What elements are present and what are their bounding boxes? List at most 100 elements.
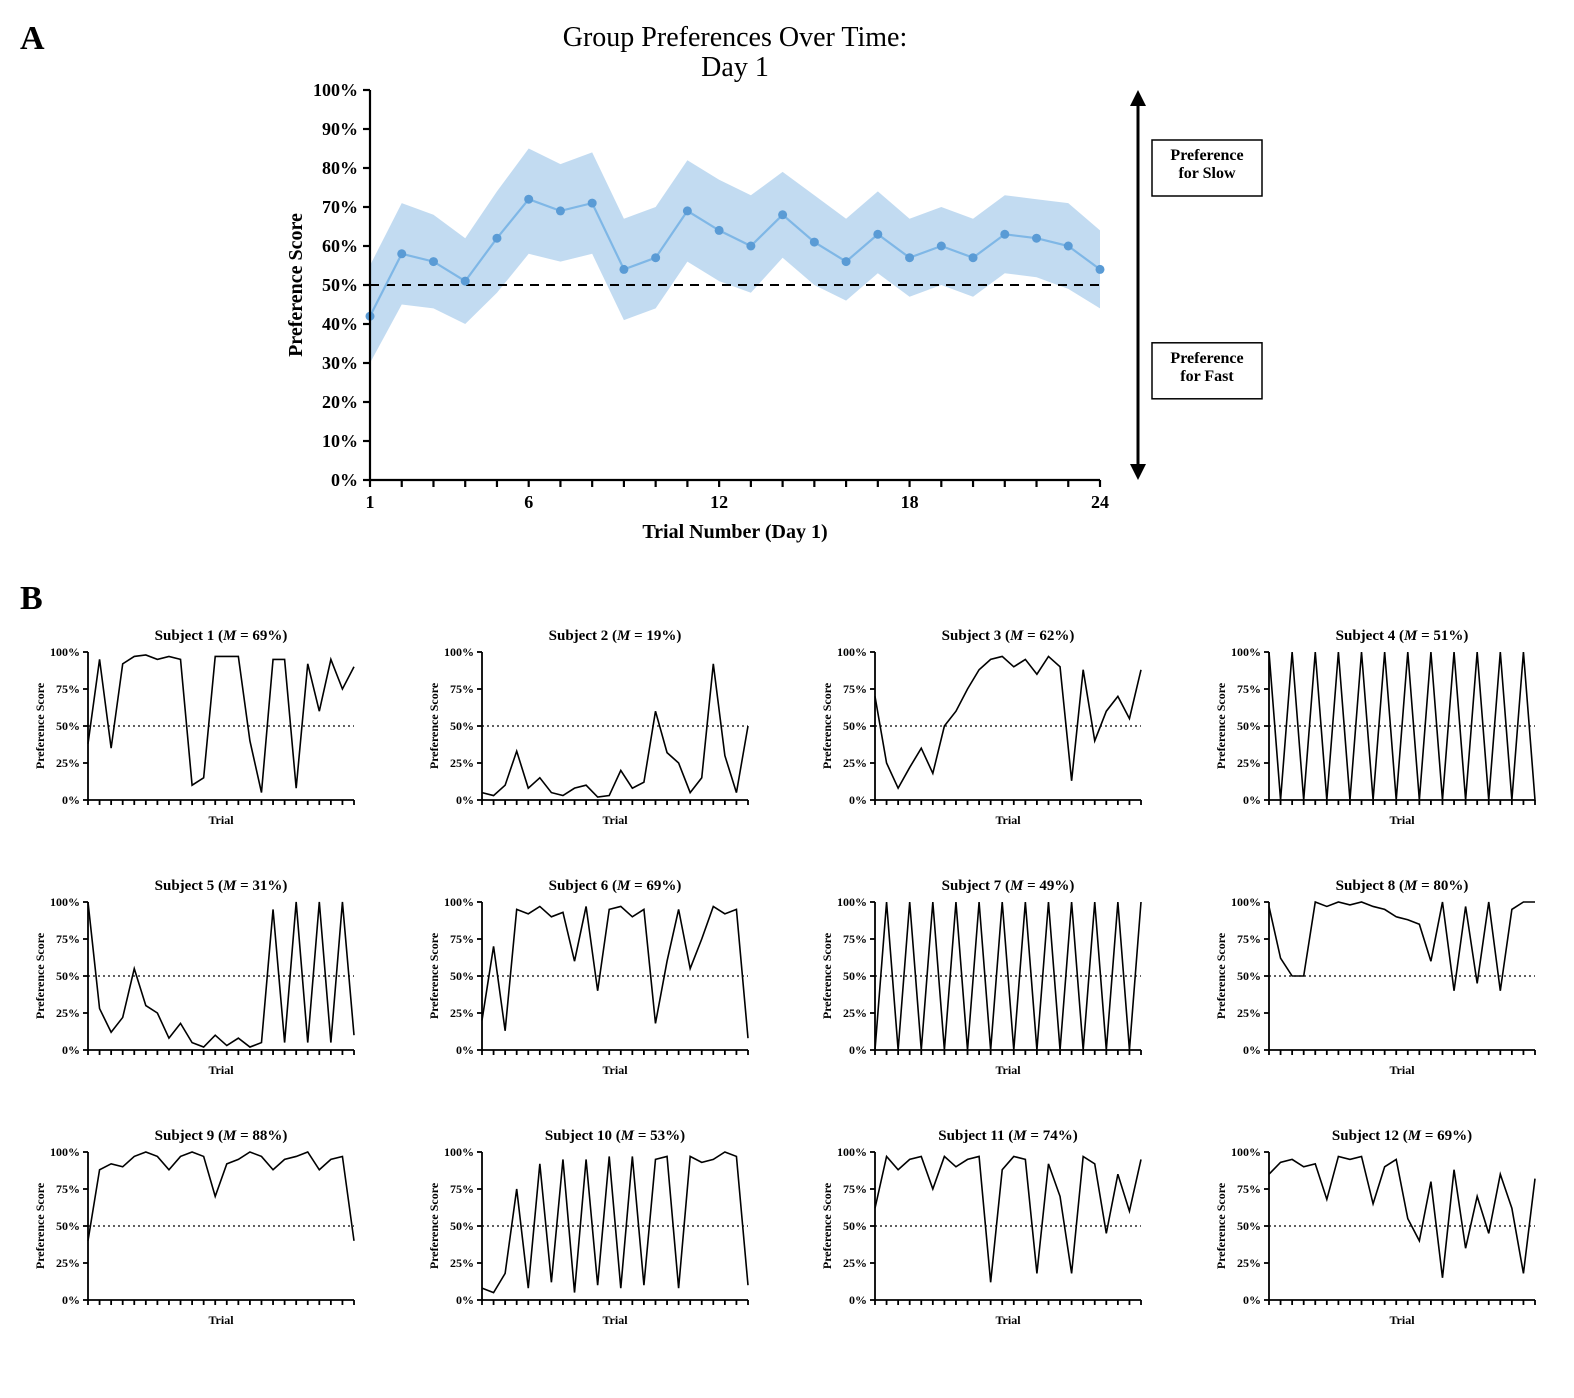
svg-text:for Fast: for Fast (1180, 368, 1234, 385)
subject-10-chart: Subject 10 (M = 53%)0%25%50%75%100%Trial… (424, 1124, 754, 1334)
svg-text:25%: 25% (1237, 1256, 1261, 1270)
svg-text:Trial: Trial (602, 1313, 628, 1327)
svg-text:Trial Number (Day 1): Trial Number (Day 1) (642, 521, 827, 543)
svg-text:75%: 75% (1237, 932, 1261, 946)
svg-text:Preference Score: Preference Score (1214, 932, 1228, 1019)
svg-text:Trial: Trial (1389, 1313, 1415, 1327)
svg-text:50%: 50% (843, 1219, 867, 1233)
svg-text:Subject 6 (M = 69%): Subject 6 (M = 69%) (548, 878, 681, 894)
svg-text:100%: 100% (444, 1145, 474, 1159)
svg-text:0%: 0% (1243, 1293, 1261, 1307)
svg-text:0%: 0% (456, 1043, 474, 1057)
svg-text:0%: 0% (849, 1293, 867, 1307)
subject-2-chart: Subject 2 (M = 19%)0%25%50%75%100%TrialP… (424, 624, 754, 834)
subject-9-chart: Subject 9 (M = 88%)0%25%50%75%100%TrialP… (30, 1124, 360, 1334)
svg-text:25%: 25% (56, 1006, 80, 1020)
subject-5-chart: Subject 5 (M = 31%)0%25%50%75%100%TrialP… (30, 874, 360, 1084)
chart-a-container: Group Preferences Over Time:Day 10%10%20… (280, 20, 1300, 550)
panel-b: B Subject 1 (M = 69%)0%25%50%75%100%Tria… (20, 580, 1554, 1334)
svg-text:Trial: Trial (995, 1313, 1021, 1327)
svg-text:Preference Score: Preference Score (33, 682, 47, 769)
svg-text:50%: 50% (322, 275, 358, 295)
svg-text:100%: 100% (50, 1145, 80, 1159)
svg-text:for Slow: for Slow (1178, 165, 1235, 182)
svg-text:100%: 100% (837, 1145, 867, 1159)
svg-text:20%: 20% (322, 392, 358, 412)
svg-text:0%: 0% (456, 1293, 474, 1307)
svg-text:Preference Score: Preference Score (33, 1182, 47, 1269)
svg-text:75%: 75% (843, 1182, 867, 1196)
svg-text:0%: 0% (62, 1293, 80, 1307)
svg-text:75%: 75% (450, 932, 474, 946)
svg-text:50%: 50% (56, 719, 80, 733)
svg-text:75%: 75% (843, 932, 867, 946)
svg-text:Subject 8 (M = 80%): Subject 8 (M = 80%) (1335, 878, 1468, 894)
svg-text:Trial: Trial (1389, 1063, 1415, 1077)
svg-text:50%: 50% (843, 719, 867, 733)
svg-text:50%: 50% (1237, 969, 1261, 983)
group-preference-chart: Group Preferences Over Time:Day 10%10%20… (280, 20, 1300, 550)
svg-text:75%: 75% (843, 682, 867, 696)
subject-12-chart: Subject 12 (M = 69%)0%25%50%75%100%Trial… (1211, 1124, 1541, 1334)
svg-text:50%: 50% (1237, 1219, 1261, 1233)
svg-text:Subject 5 (M = 31%): Subject 5 (M = 31%) (155, 878, 288, 894)
svg-text:Preference Score: Preference Score (820, 682, 834, 769)
svg-text:10%: 10% (322, 431, 358, 451)
svg-text:80%: 80% (322, 158, 358, 178)
svg-text:75%: 75% (1237, 682, 1261, 696)
subject-11-chart: Subject 11 (M = 74%)0%25%50%75%100%Trial… (817, 1124, 1147, 1334)
svg-text:Day 1: Day 1 (701, 52, 769, 83)
svg-text:Preference Score: Preference Score (820, 1182, 834, 1269)
subject-4-chart: Subject 4 (M = 51%)0%25%50%75%100%TrialP… (1211, 624, 1541, 834)
svg-text:Subject 11 (M = 74%): Subject 11 (M = 74%) (938, 1128, 1077, 1144)
svg-text:50%: 50% (450, 719, 474, 733)
subject-1-chart: Subject 1 (M = 69%)0%25%50%75%100%TrialP… (30, 624, 360, 834)
svg-text:Subject 9 (M = 88%): Subject 9 (M = 88%) (155, 1128, 288, 1144)
svg-text:Subject 12 (M = 69%): Subject 12 (M = 69%) (1331, 1128, 1471, 1144)
svg-text:25%: 25% (56, 1256, 80, 1270)
svg-text:Subject 2 (M = 19%): Subject 2 (M = 19%) (548, 628, 681, 644)
svg-text:0%: 0% (1243, 793, 1261, 807)
svg-text:Trial: Trial (208, 1313, 234, 1327)
svg-text:Preference Score: Preference Score (820, 932, 834, 1019)
svg-text:18: 18 (901, 492, 919, 512)
svg-text:50%: 50% (56, 1219, 80, 1233)
svg-text:25%: 25% (1237, 756, 1261, 770)
svg-text:Preference Score: Preference Score (427, 1182, 441, 1269)
svg-text:Trial: Trial (602, 1063, 628, 1077)
svg-text:100%: 100% (444, 895, 474, 909)
svg-text:Preference Score: Preference Score (427, 932, 441, 1019)
svg-text:25%: 25% (843, 756, 867, 770)
svg-text:Subject 4 (M = 51%): Subject 4 (M = 51%) (1335, 628, 1468, 644)
svg-text:100%: 100% (444, 645, 474, 659)
subject-8-chart: Subject 8 (M = 80%)0%25%50%75%100%TrialP… (1211, 874, 1541, 1084)
svg-text:100%: 100% (313, 80, 358, 100)
svg-text:75%: 75% (450, 682, 474, 696)
svg-text:Subject 7 (M = 49%): Subject 7 (M = 49%) (942, 878, 1075, 894)
svg-text:25%: 25% (450, 756, 474, 770)
svg-text:0%: 0% (1243, 1043, 1261, 1057)
svg-text:Subject 10 (M = 53%): Subject 10 (M = 53%) (544, 1128, 684, 1144)
svg-text:25%: 25% (450, 1256, 474, 1270)
svg-text:50%: 50% (843, 969, 867, 983)
svg-text:0%: 0% (62, 1043, 80, 1057)
svg-text:Trial: Trial (208, 1063, 234, 1077)
svg-text:50%: 50% (1237, 719, 1261, 733)
svg-text:6: 6 (524, 492, 533, 512)
svg-text:100%: 100% (50, 645, 80, 659)
svg-text:Trial: Trial (995, 813, 1021, 827)
svg-text:Preference: Preference (1170, 147, 1243, 164)
svg-text:100%: 100% (1231, 895, 1261, 909)
svg-text:24: 24 (1091, 492, 1109, 512)
svg-text:90%: 90% (322, 119, 358, 139)
svg-text:75%: 75% (1237, 1182, 1261, 1196)
svg-text:Preference Score: Preference Score (1214, 682, 1228, 769)
svg-text:40%: 40% (322, 314, 358, 334)
svg-text:25%: 25% (56, 756, 80, 770)
svg-text:60%: 60% (322, 236, 358, 256)
svg-text:0%: 0% (331, 470, 358, 490)
svg-text:0%: 0% (456, 793, 474, 807)
svg-text:Preference Score: Preference Score (427, 682, 441, 769)
subject-6-chart: Subject 6 (M = 69%)0%25%50%75%100%TrialP… (424, 874, 754, 1084)
svg-text:70%: 70% (322, 197, 358, 217)
